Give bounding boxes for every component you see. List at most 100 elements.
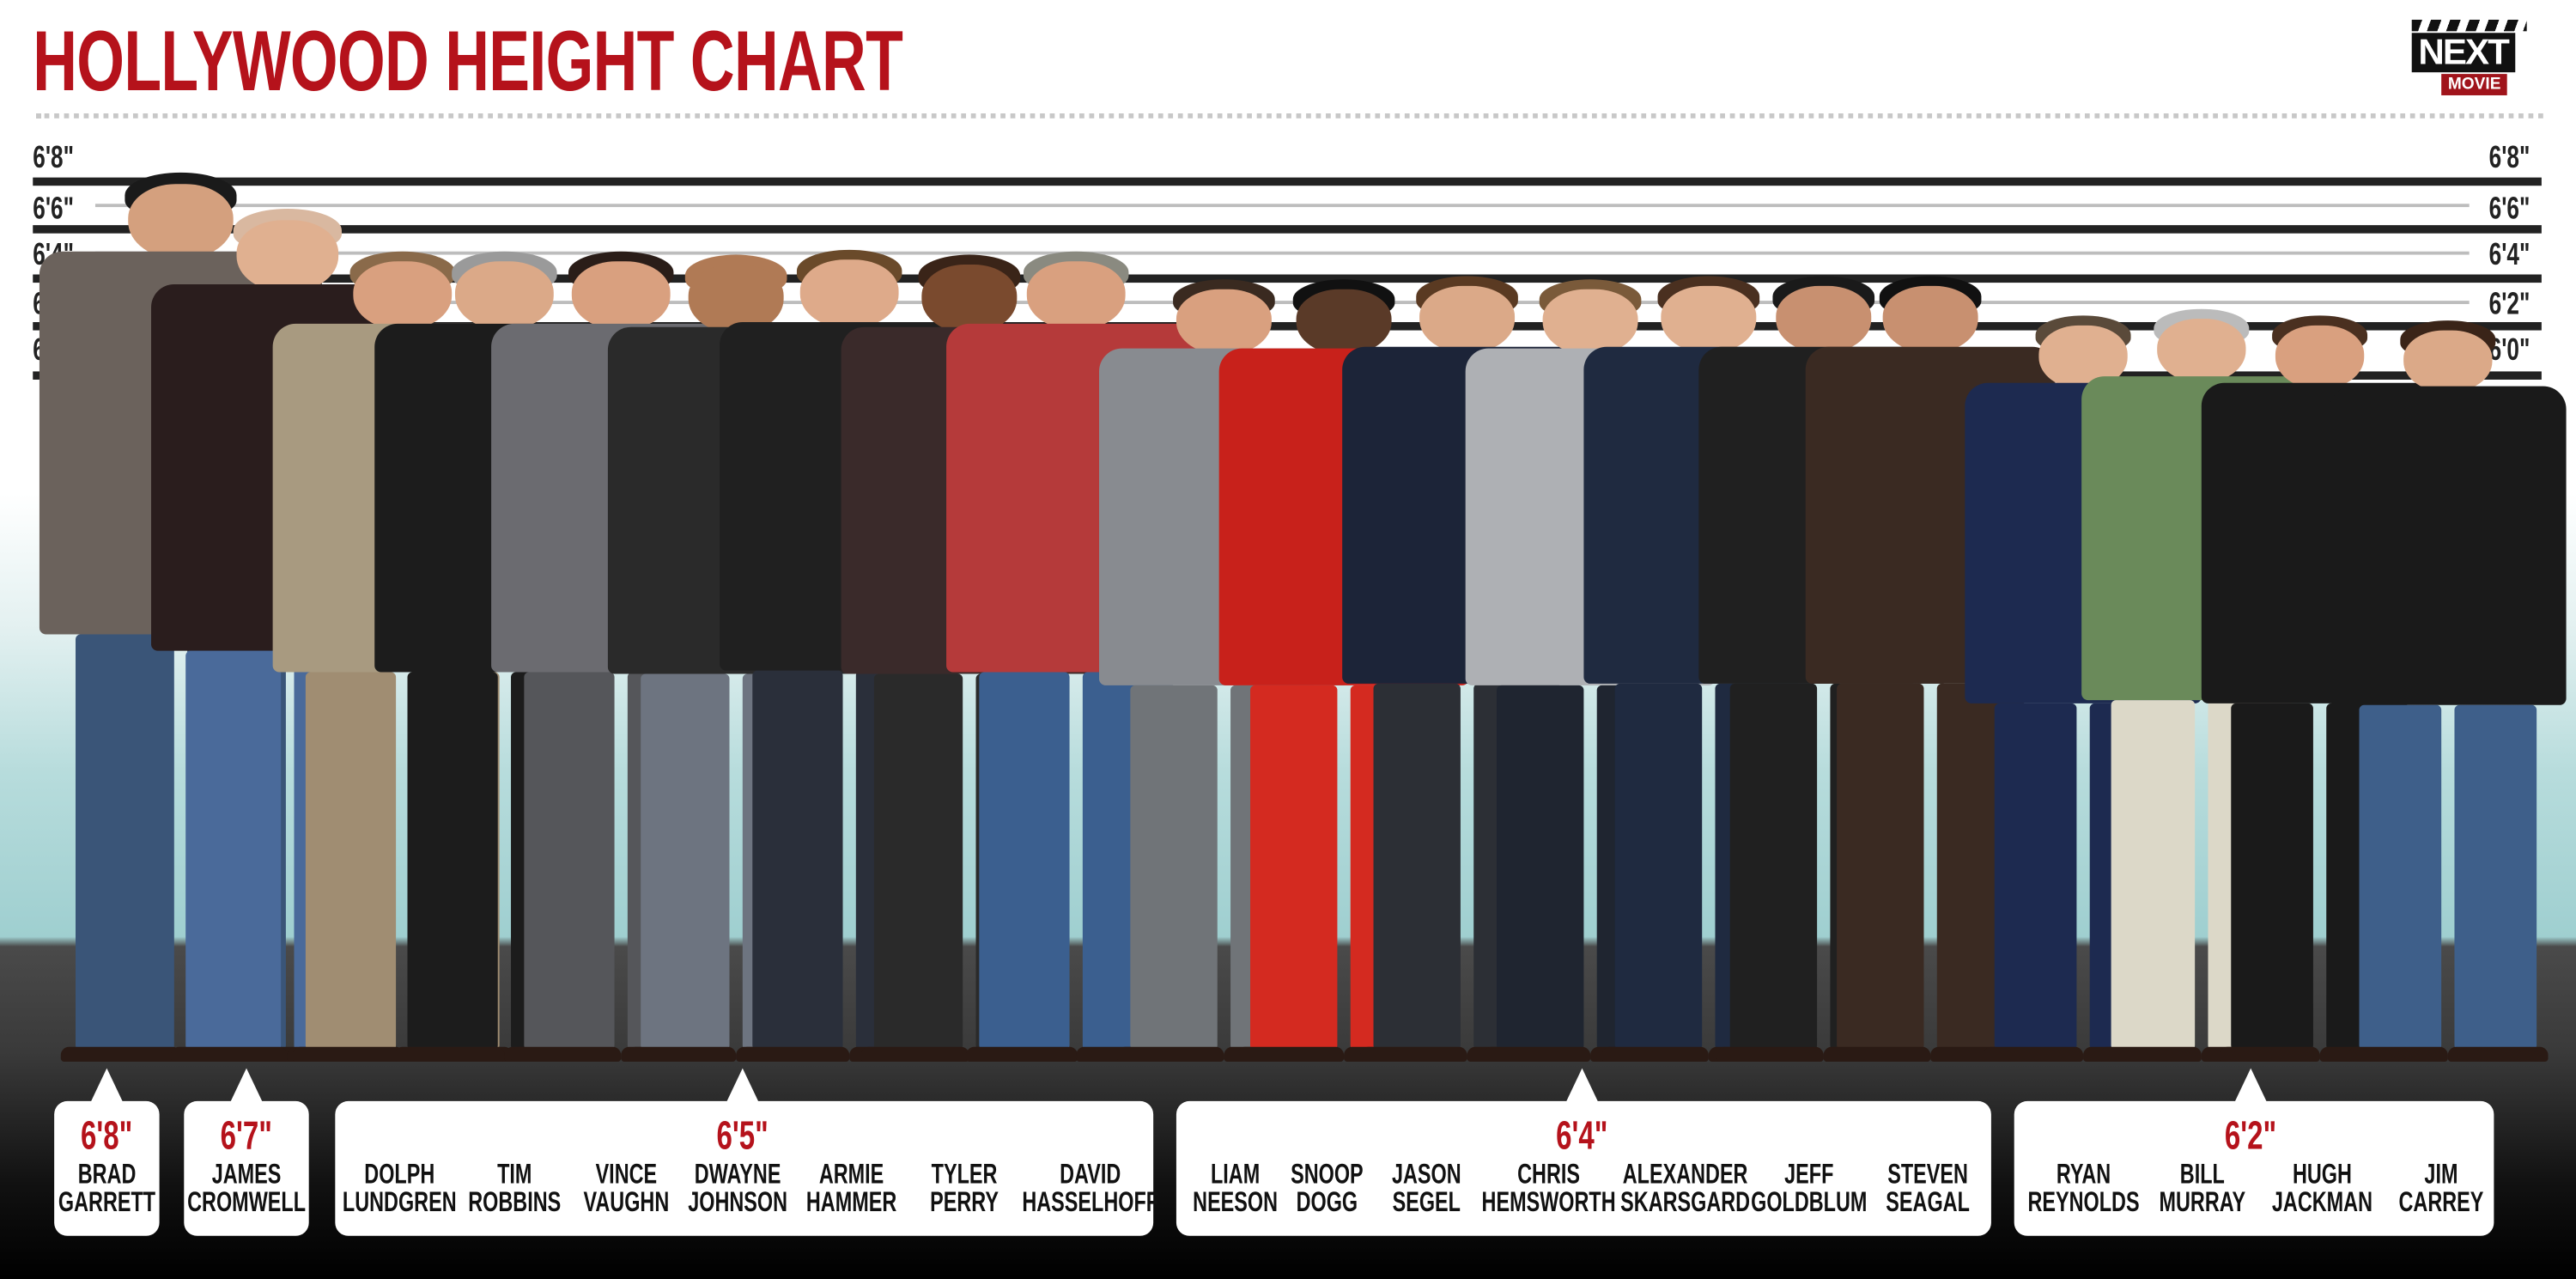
left-shoe	[2099, 1046, 2202, 1062]
last-name: SKARSGARD	[1620, 1186, 1751, 1218]
person-name: JIM CARREY	[2359, 1160, 2523, 1216]
last-name: NEESON	[1193, 1186, 1279, 1218]
scale-label-text: 6'8"	[2488, 141, 2530, 176]
last-name: GARRETT	[58, 1186, 155, 1218]
last-name: ROBBINS	[467, 1186, 561, 1218]
person-name: BILL MURRAY	[2121, 1160, 2285, 1216]
person-name: RYAN REYNOLDS	[2001, 1160, 2165, 1216]
height-value: 6'4"	[1516, 1114, 1648, 1160]
left-shoe	[1237, 1046, 1345, 1062]
head	[353, 261, 453, 332]
left-shoe	[738, 1046, 850, 1062]
first-name: ARMIE	[818, 1158, 884, 1191]
left-shoe	[1117, 1046, 1224, 1062]
last-name: DOGG	[1297, 1186, 1358, 1218]
grid-line	[94, 251, 2470, 255]
person-name: ALEXANDER SKARSGARD	[1595, 1160, 1759, 1216]
pointer-arrow	[1565, 1068, 1599, 1103]
head	[1776, 286, 1872, 354]
first-name: JASON	[1391, 1158, 1461, 1191]
left-leg	[1250, 685, 1338, 1051]
first-name: DAVID	[1060, 1158, 1121, 1191]
left-leg	[185, 651, 281, 1051]
height-group-4: 6'2" RYAN REYNOLDS BILL MURRAY HUGH JACKMAN JIM…	[2014, 1068, 2494, 1236]
left-scale-label: 6'6"	[33, 192, 89, 228]
pointer-arrow	[2234, 1068, 2268, 1103]
left-leg	[640, 673, 730, 1051]
head	[1661, 286, 1757, 354]
head	[236, 219, 339, 292]
left-leg	[1497, 685, 1584, 1051]
left-leg	[1130, 685, 1218, 1051]
left-leg	[978, 672, 1070, 1051]
person-name: TIM ROBBINS	[432, 1160, 596, 1216]
height-group-2: 6'5" DOLPH LUNDGREN TIM ROBBINS VINCE VAUGHN DW…	[335, 1068, 1158, 1236]
left-shoe	[1602, 1046, 1709, 1062]
person-name: HUGH JACKMAN	[2239, 1160, 2403, 1216]
person-name: LIAM NEESON	[1153, 1160, 1317, 1216]
left-leg	[1837, 683, 1924, 1051]
head	[2157, 318, 2246, 383]
head	[454, 261, 554, 332]
dotted-divider	[36, 113, 2543, 119]
person-name: JASON SEGEL	[1344, 1160, 1508, 1216]
head	[2275, 325, 2365, 390]
grid-line	[33, 322, 2542, 331]
first-name: HUGH	[2292, 1158, 2351, 1191]
last-name: LUNDGREN	[342, 1186, 457, 1218]
head	[1419, 286, 1516, 354]
left-shoe	[1717, 1046, 1824, 1062]
left-shoe	[2347, 1046, 2448, 1062]
first-name: BILL	[2180, 1158, 2226, 1191]
right-scale-label: 6'2"	[2489, 288, 2546, 324]
person-name: TYLER PERRY	[882, 1160, 1046, 1216]
scale-label-text: 6'6"	[2488, 192, 2530, 228]
scale-label-text: 6'4"	[2488, 238, 2530, 273]
grid-line	[94, 204, 2470, 208]
left-leg	[751, 671, 843, 1051]
last-name: PERRY	[930, 1186, 999, 1218]
right-shoe	[2447, 1046, 2549, 1062]
head	[128, 184, 234, 260]
right-scale-label: 6'6"	[2489, 192, 2546, 228]
head	[1882, 286, 1978, 354]
torso	[2330, 386, 2567, 705]
head	[1026, 261, 1126, 332]
person-name: DAVID HASSELHOFF	[995, 1160, 1159, 1216]
person-jim-carrey	[2330, 320, 2567, 1062]
head	[571, 261, 671, 332]
left-shoe	[2219, 1046, 2320, 1062]
last-name: HAMMER	[805, 1186, 896, 1218]
height-value-text: 6'4"	[1556, 1114, 1608, 1159]
left-shoe	[1484, 1046, 1591, 1062]
grid-line	[33, 177, 2542, 186]
last-name: CROMWELL	[187, 1186, 307, 1218]
height-value: 6'8"	[41, 1114, 173, 1160]
pointer-arrow	[229, 1068, 264, 1103]
pointer-arrow	[90, 1068, 124, 1103]
left-leg	[2359, 704, 2442, 1051]
left-leg	[1373, 683, 1461, 1051]
first-name: DOLPH	[363, 1158, 434, 1191]
last-name: REYNOLDS	[2026, 1186, 2140, 1218]
right-leg	[2453, 704, 2537, 1051]
last-name: SEGEL	[1392, 1186, 1461, 1218]
first-name: JAMES	[211, 1158, 282, 1191]
height-value: 6'2"	[2185, 1114, 2317, 1160]
first-name: DWAYNE	[694, 1158, 781, 1191]
scale-label-text: 6'0"	[2488, 333, 2530, 368]
first-name: JIM	[2424, 1158, 2458, 1191]
left-shoe	[171, 1046, 288, 1062]
last-name: CARREY	[2398, 1186, 2484, 1218]
pointer-arrow	[726, 1068, 759, 1103]
left-shoe	[510, 1046, 622, 1062]
person-name: CHRIS HEMSWORTH	[1455, 1160, 1619, 1216]
scale-label-text: 6'6"	[33, 192, 75, 228]
first-name: CHRIS	[1517, 1158, 1581, 1191]
left-scale-label: 6'8"	[33, 142, 89, 178]
left-leg	[2111, 699, 2196, 1051]
right-scale-label: 6'0"	[2489, 333, 2546, 369]
left-leg	[1994, 703, 2078, 1051]
first-name: SNOOP	[1291, 1158, 1364, 1191]
